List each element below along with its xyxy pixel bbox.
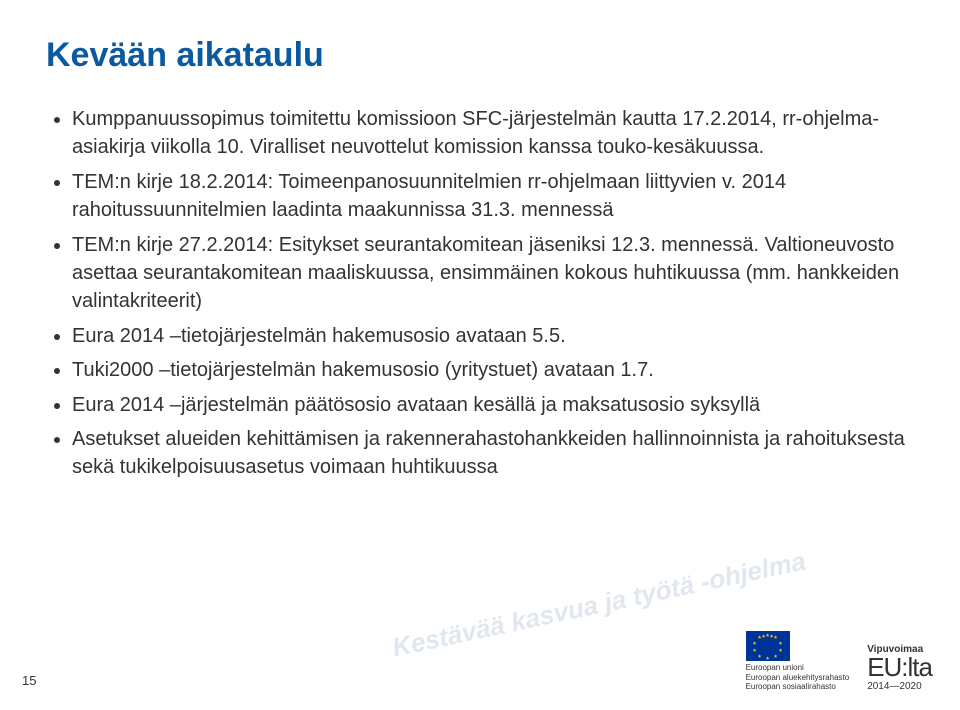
list-item: TEM:n kirje 27.2.2014: Esitykset seurant…	[72, 231, 914, 316]
eu-stars	[746, 631, 790, 661]
list-item: TEM:n kirje 18.2.2014: Toimeenpanosuunni…	[72, 168, 914, 225]
program-eulta: EU:lta	[867, 655, 932, 680]
list-item: Eura 2014 –tietojärjestelmän hakemusosio…	[72, 322, 914, 350]
footer: Euroopan unioni Euroopan aluekehitysraha…	[746, 631, 932, 692]
eu-caption: Euroopan unioni Euroopan aluekehitysraha…	[746, 663, 850, 692]
eu-caption-line: Euroopan sosiaalirahasto	[746, 682, 850, 692]
list-item: Asetukset alueiden kehittämisen ja raken…	[72, 425, 914, 482]
page-number: 15	[22, 673, 36, 688]
slide-title: Kevään aikataulu	[46, 36, 914, 75]
program-block: Vipuvoimaa EU:lta 2014—2020	[867, 644, 932, 692]
list-item: Tuki2000 –tietojärjestelmän hakemusosio …	[72, 356, 914, 384]
slide: Kevään aikataulu Kumppanuussopimus toimi…	[0, 0, 960, 710]
eu-block: Euroopan unioni Euroopan aluekehitysraha…	[746, 631, 850, 692]
eu-caption-line: Euroopan unioni	[746, 663, 850, 673]
program-years: 2014—2020	[867, 681, 922, 692]
eu-flag-icon	[746, 631, 790, 661]
eu-caption-line: Euroopan aluekehitysrahasto	[746, 673, 850, 683]
bullet-list: Kumppanuussopimus toimitettu komissioon …	[46, 105, 914, 482]
list-item: Eura 2014 –järjestelmän päätösosio avata…	[72, 391, 914, 419]
list-item: Kumppanuussopimus toimitettu komissioon …	[72, 105, 914, 162]
